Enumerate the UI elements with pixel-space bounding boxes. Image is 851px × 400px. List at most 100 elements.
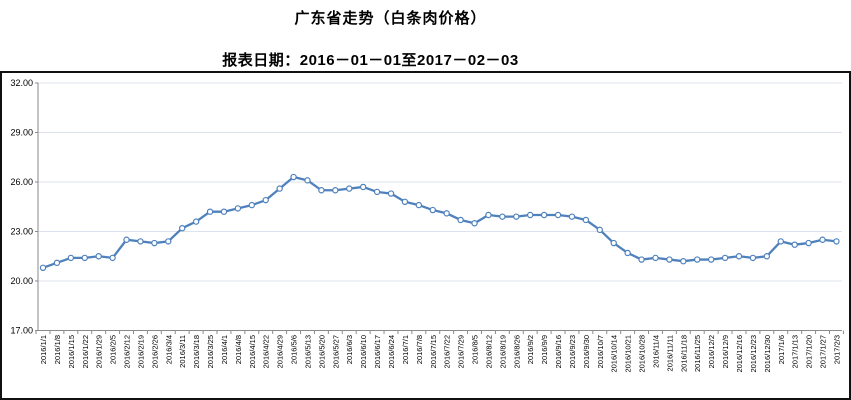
data-point-marker — [429, 206, 436, 214]
x-tick-label: 2016/12/30 — [763, 335, 772, 373]
x-tick-label: 2016/11/4 — [651, 335, 660, 368]
data-point-marker — [39, 264, 47, 271]
data-point-marker — [443, 210, 450, 217]
data-point-marker — [554, 211, 562, 219]
data-point-marker — [123, 236, 130, 243]
data-point-marker — [638, 256, 645, 263]
x-tick-label: 2016/7/8 — [415, 335, 424, 364]
x-tick-label: 2016/1/22 — [81, 335, 90, 368]
x-tick-label: 2016/3/18 — [192, 335, 201, 368]
data-point-marker — [499, 213, 506, 220]
x-tick-label: 2016/3/25 — [206, 335, 215, 368]
x-tick-label: 2016/7/22 — [443, 335, 452, 368]
data-point-marker — [680, 257, 687, 265]
y-tick-label: 32.00 — [10, 78, 33, 88]
x-tick-label: 2016/3/4 — [164, 335, 173, 364]
data-point-marker — [206, 208, 214, 215]
data-point-marker — [610, 239, 617, 247]
data-point-marker — [415, 201, 423, 209]
data-point-marker — [192, 218, 200, 225]
x-tick-label: 2016/4/22 — [262, 335, 271, 368]
x-tick-label: 2016/3/11 — [178, 335, 187, 368]
data-point-marker — [666, 256, 673, 263]
x-tick-label: 2016/9/2 — [526, 335, 535, 364]
x-tick-label: 2016/9/16 — [554, 335, 563, 368]
y-tick-label: 20.00 — [10, 276, 33, 286]
data-point-marker — [290, 173, 297, 181]
x-tick-label: 2016/6/10 — [359, 335, 368, 368]
x-tick-label: 2017/2/3 — [832, 335, 841, 364]
data-point-marker — [833, 238, 840, 245]
x-tick-label: 2017/1/27 — [819, 335, 828, 368]
data-point-marker — [401, 198, 409, 206]
x-tick-label: 2017/1/6 — [777, 335, 786, 364]
x-tick-label: 2016/5/13 — [303, 335, 312, 368]
x-tick-label: 2016/2/12 — [123, 335, 132, 368]
data-point-marker — [777, 238, 784, 245]
chart-frame: 17.00 20.00 23.00 26.00 29.00 32.00 2016/1/1 20… — [0, 71, 851, 400]
x-tick-label: 2016/11/25 — [693, 335, 702, 372]
x-tick-label: 2016/4/8 — [234, 335, 243, 364]
x-tick-label: 2016/7/29 — [457, 335, 466, 368]
x-tick-label: 2016/10/28 — [638, 335, 647, 373]
x-tick-label: 2016/8/5 — [471, 335, 480, 364]
data-point-marker — [457, 216, 464, 224]
data-point-marker — [568, 213, 576, 220]
x-tick-label: 2016/10/7 — [596, 335, 605, 368]
price-line — [41, 175, 838, 269]
data-point-marker — [582, 216, 590, 224]
data-point-marker — [81, 254, 88, 262]
data-point-marker — [707, 256, 715, 263]
x-tick-label: 2016/8/19 — [498, 335, 507, 368]
chart-header: 广东省走势（白条肉价格） 报表日期：2016－01－01至2017－02－03 — [0, 0, 851, 70]
x-tick-label: 2016/10/14 — [610, 335, 619, 373]
x-tick-label: 2016/10/21 — [624, 335, 633, 373]
data-point-marker — [791, 241, 798, 248]
x-tick-label: 2016/5/20 — [317, 335, 326, 368]
data-point-marker — [53, 259, 61, 267]
x-tick-label: 2016/9/30 — [582, 335, 591, 368]
data-point-marker — [485, 211, 492, 219]
data-point-marker — [359, 183, 367, 191]
x-tick-label: 2016/12/9 — [721, 335, 730, 368]
x-tick-label: 2017/1/13 — [791, 335, 800, 368]
data-point-marker — [749, 254, 757, 262]
data-point-marker — [234, 205, 242, 212]
data-point-marker — [137, 238, 144, 245]
data-point-marker — [373, 188, 381, 196]
data-point-marker — [819, 236, 826, 243]
data-point-marker — [332, 187, 339, 194]
x-tick-label: 2016/9/9 — [540, 335, 549, 364]
data-point-marker — [652, 254, 659, 262]
x-tick-label: 2016/6/17 — [373, 335, 382, 368]
y-tick-label: 17.00 — [10, 326, 33, 336]
x-tick-label: 2016/12/23 — [749, 335, 758, 373]
data-point-marker — [109, 254, 116, 262]
x-tick-label: 2016/9/23 — [568, 335, 577, 368]
x-tick-label: 2016/2/26 — [150, 335, 159, 368]
x-tick-label: 2016/1/15 — [67, 335, 76, 368]
x-tick-label: 2016/4/15 — [248, 335, 257, 368]
x-tick-label: 2016/2/19 — [136, 335, 145, 368]
data-point-marker — [471, 220, 478, 227]
y-tick-label: 26.00 — [10, 177, 33, 187]
data-point-marker — [763, 253, 771, 260]
x-tick-label: 2016/7/15 — [429, 335, 438, 368]
x-tick-label: 2016/11/18 — [679, 335, 688, 372]
x-tick-label: 2016/11/11 — [665, 335, 674, 371]
report-date-subtitle: 报表日期：2016－01－01至2017－02－03 — [222, 52, 519, 69]
x-tick-label: 2016/1/29 — [95, 335, 104, 368]
data-point-marker — [178, 224, 186, 232]
data-point-marker — [262, 196, 269, 204]
data-point-marker — [624, 249, 631, 257]
x-tick-label: 2016/2/5 — [109, 335, 118, 364]
data-point-marker — [805, 239, 812, 247]
x-tick-label: 2016/8/26 — [512, 335, 521, 368]
data-point-marker — [95, 253, 102, 260]
data-point-marker — [248, 201, 255, 209]
x-tick-label: 2016/4/29 — [276, 335, 285, 368]
x-tick-label: 2016/7/1 — [401, 335, 410, 364]
data-point-marker — [220, 208, 228, 215]
data-point-marker — [387, 190, 395, 197]
